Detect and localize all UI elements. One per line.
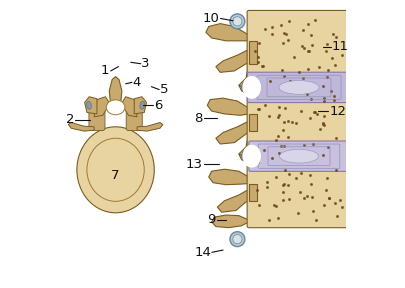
- FancyBboxPatch shape: [247, 152, 350, 228]
- Text: 3: 3: [141, 57, 149, 70]
- Ellipse shape: [278, 81, 318, 94]
- Polygon shape: [211, 215, 248, 228]
- Polygon shape: [248, 41, 257, 64]
- Circle shape: [229, 232, 244, 247]
- Ellipse shape: [106, 100, 125, 115]
- Ellipse shape: [243, 77, 260, 98]
- Text: 1: 1: [100, 65, 109, 77]
- Polygon shape: [68, 122, 94, 131]
- Polygon shape: [205, 24, 248, 41]
- Polygon shape: [207, 98, 248, 115]
- Polygon shape: [215, 121, 248, 144]
- Polygon shape: [109, 77, 122, 103]
- Ellipse shape: [241, 82, 249, 93]
- Text: 9: 9: [207, 213, 215, 226]
- Polygon shape: [238, 132, 254, 157]
- Ellipse shape: [243, 145, 260, 167]
- Text: 2: 2: [65, 113, 74, 126]
- Circle shape: [229, 14, 244, 29]
- Polygon shape: [248, 114, 257, 131]
- Polygon shape: [238, 85, 253, 97]
- Text: 10: 10: [202, 12, 219, 25]
- Ellipse shape: [279, 149, 318, 163]
- Text: 7: 7: [111, 169, 119, 182]
- FancyBboxPatch shape: [247, 10, 350, 94]
- Text: 14: 14: [194, 246, 211, 259]
- Polygon shape: [94, 97, 110, 117]
- Circle shape: [232, 234, 241, 244]
- FancyBboxPatch shape: [126, 110, 142, 130]
- Polygon shape: [217, 189, 248, 212]
- Polygon shape: [134, 97, 146, 114]
- Ellipse shape: [77, 127, 154, 213]
- Text: 6: 6: [154, 99, 162, 112]
- FancyBboxPatch shape: [247, 81, 350, 164]
- Polygon shape: [84, 97, 97, 114]
- FancyBboxPatch shape: [89, 110, 105, 130]
- Text: 5: 5: [160, 83, 168, 96]
- Polygon shape: [121, 97, 137, 117]
- Ellipse shape: [241, 150, 249, 162]
- Text: 11: 11: [331, 40, 348, 53]
- Text: 4: 4: [132, 76, 141, 89]
- Ellipse shape: [86, 101, 91, 109]
- Text: 8: 8: [194, 112, 202, 125]
- Polygon shape: [137, 122, 162, 131]
- FancyBboxPatch shape: [247, 72, 350, 103]
- Ellipse shape: [140, 101, 144, 109]
- Text: 13: 13: [185, 158, 202, 170]
- FancyBboxPatch shape: [248, 141, 348, 171]
- Text: 12: 12: [328, 105, 345, 118]
- Polygon shape: [238, 64, 254, 88]
- Polygon shape: [248, 183, 257, 201]
- Circle shape: [232, 17, 241, 26]
- Polygon shape: [238, 154, 252, 166]
- Polygon shape: [215, 50, 248, 72]
- Polygon shape: [208, 169, 248, 185]
